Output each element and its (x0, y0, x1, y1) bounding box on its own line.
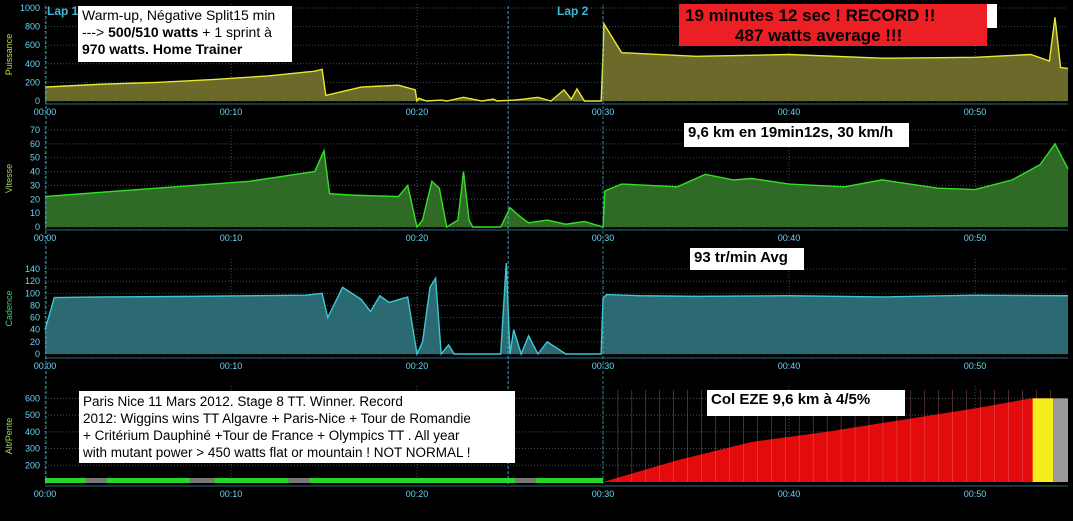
altitude-yellow-block (1032, 398, 1054, 482)
y-tick-label: 80 (30, 300, 40, 310)
flat-segment (536, 478, 603, 483)
lap-markers: Lap 1 Lap 2 (45, 4, 604, 486)
series-area-power (45, 17, 1068, 101)
lap2-label: Lap 2 (557, 4, 589, 18)
series-line-cadence (44, 262, 1069, 357)
series-area-cadence (45, 263, 1068, 354)
y-tick-label: 1000 (20, 3, 40, 13)
y-tick-label: 60 (30, 139, 40, 149)
time-tick-label: 00:40 (778, 233, 801, 243)
panel-speed: 0 10 20 30 40 50 60 70 Vitesse (4, 125, 1069, 232)
y-tick-label: 40 (30, 167, 40, 177)
time-tick-label: 00:00 (34, 233, 57, 243)
y-tick-label: 100 (25, 288, 40, 298)
y-axis-label: Alt/Pente (4, 418, 14, 455)
altitude-profile (603, 398, 1059, 482)
record-line1: 19 minutes 12 sec ! RECORD !! (685, 6, 936, 25)
time-tick-label: 00:50 (964, 233, 987, 243)
series-line-power (44, 17, 1069, 103)
time-tick-label: 00:00 (34, 361, 57, 371)
y-tick-label: 120 (25, 276, 40, 286)
y-tick-label: 50 (30, 153, 40, 163)
time-tick-label: 00:40 (778, 107, 801, 117)
paris-line1: Paris Nice 11 Mars 2012. Stage 8 TT. Win… (83, 394, 403, 409)
warmup-annotation: Warm-up, Négative Split15 min ---> 500/5… (78, 6, 292, 62)
y-tick-label: 200 (25, 77, 40, 87)
flat-segment (288, 478, 310, 483)
record-line2: 487 watts average !!! (735, 26, 903, 45)
warmup-line1: Warm-up, Négative Split15 min (82, 7, 276, 23)
time-tick-label: 00:20 (406, 489, 429, 499)
y-tick-label: 600 (25, 393, 40, 403)
y-tick-label: 60 (30, 313, 40, 323)
time-tick-label: 00:20 (406, 361, 429, 371)
time-tick-label: 00:10 (220, 107, 243, 117)
series-area-speed (45, 143, 1068, 227)
time-tick-label: 00:50 (964, 361, 987, 371)
time-tick-label: 00:20 (406, 107, 429, 117)
chart-panels: 02004006008001000Puissance01020304050607… (4, 3, 1069, 483)
flat-segment (309, 478, 516, 483)
flat-segment (214, 478, 289, 483)
y-tick-label: 500 (25, 410, 40, 420)
paris-nice-annotation: Paris Nice 11 Mars 2012. Stage 8 TT. Win… (79, 391, 515, 463)
time-tick-label: 00:10 (220, 361, 243, 371)
time-tick-label: 00:00 (34, 489, 57, 499)
speed-annotation: 9,6 km en 19min12s, 30 km/h (684, 123, 909, 147)
y-tick-label: 0 (35, 222, 40, 232)
y-tick-label: 400 (25, 59, 40, 69)
warmup-line2: ---> 500/510 watts + 1 sprint à (82, 24, 288, 41)
flat-segment (45, 478, 86, 483)
y-tick-label: 200 (25, 460, 40, 470)
lap1-label: Lap 1 (47, 4, 79, 18)
warmup-sprint: + 1 sprint à (198, 24, 272, 40)
flat-segment (85, 478, 107, 483)
altitude-gray-block (1053, 398, 1068, 482)
time-tick-label: 00:50 (964, 107, 987, 117)
y-axis-label: Vitesse (4, 164, 14, 193)
col-annotation: Col EZE 9,6 km à 4/5% (707, 390, 905, 416)
y-tick-label: 10 (30, 208, 40, 218)
flat-segment (190, 478, 215, 483)
home-trainer: Home Trainer (148, 41, 243, 57)
panel-cadence: 0 20 40 60 80 100 120 140 Cadence (4, 259, 1069, 359)
y-tick-label: 70 (30, 125, 40, 135)
warmup-line3: 970 watts. Home Trainer (82, 41, 288, 58)
record-annotation: 19 minutes 12 sec ! RECORD !! 487 watts … (679, 4, 997, 46)
y-tick-label: 40 (30, 325, 40, 335)
time-tick-label: 00:40 (778, 361, 801, 371)
cadence-annotation: 93 tr/min Avg (690, 248, 804, 270)
y-tick-label: 0 (35, 96, 40, 106)
time-tick-label: 00:20 (406, 233, 429, 243)
time-axes: 00:00 00:10 00:20 00:30 00:40 00:50 00:00 00:10… (34, 103, 1068, 499)
time-tick-label: 00:10 (220, 489, 243, 499)
paris-line3: + Critérium Dauphiné +Tour de France + O… (83, 428, 460, 443)
record-box: 19 minutes 12 sec ! RECORD !! 487 watts … (679, 4, 987, 46)
y-tick-label: 0 (35, 349, 40, 359)
y-tick-label: 400 (25, 427, 40, 437)
time-tick-label: 00:40 (778, 489, 801, 499)
time-tick-label: 00:10 (220, 233, 243, 243)
flat-segment (106, 478, 191, 483)
sprint-watts: 970 watts. (82, 41, 149, 57)
y-tick-label: 30 (30, 180, 40, 190)
paris-line4: with mutant power > 450 watts flat or mo… (83, 445, 471, 460)
flat-segment (515, 478, 537, 483)
warmup-arrow: ---> (82, 24, 109, 40)
paris-line2: 2012: Wiggins wins TT Algavre + Paris-Ni… (83, 411, 471, 426)
y-axis-label: Cadence (4, 290, 14, 326)
y-tick-label: 140 (25, 264, 40, 274)
y-tick-label: 20 (30, 194, 40, 204)
y-tick-label: 20 (30, 337, 40, 347)
time-tick-label: 00:00 (34, 107, 57, 117)
series-line-speed (44, 142, 1069, 229)
warmup-watts: 500/510 watts (108, 24, 199, 40)
time-tick-label: 00:50 (964, 489, 987, 499)
y-tick-label: 800 (25, 22, 40, 32)
time-tick-label: 00:30 (592, 489, 615, 499)
y-tick-label: 300 (25, 444, 40, 454)
y-tick-label: 600 (25, 40, 40, 50)
y-axis-label: Puissance (4, 34, 14, 76)
